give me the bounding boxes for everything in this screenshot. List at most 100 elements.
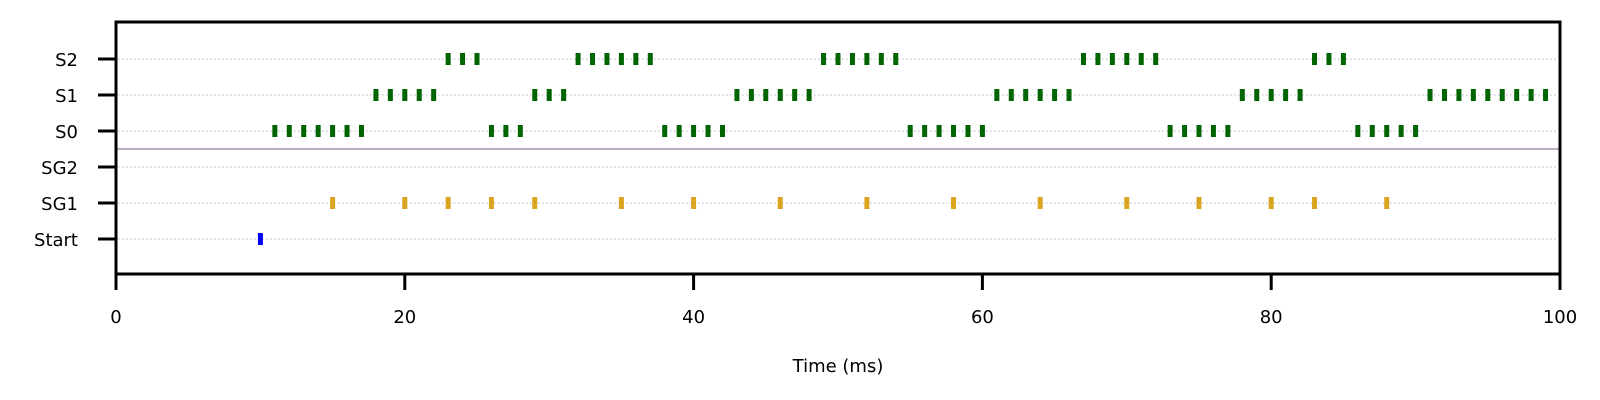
- spike-mark-s2: [618, 53, 624, 65]
- spike-mark-sg1: [330, 197, 336, 209]
- spike-mark-s1: [1297, 89, 1303, 101]
- spike-mark-s0: [1167, 125, 1173, 137]
- spike-mark-s0: [301, 125, 307, 137]
- spike-mark-s0: [330, 125, 336, 137]
- spike-mark-s1: [532, 89, 538, 101]
- spike-mark-s1: [1254, 89, 1260, 101]
- x-tick-label: 20: [393, 307, 416, 328]
- spike-mark-s1: [1470, 89, 1476, 101]
- plot-frame: [114, 20, 1562, 276]
- y-tick-label: S1: [55, 86, 78, 107]
- spike-mark-s2: [474, 53, 480, 65]
- spike-mark-sg1: [1124, 197, 1130, 209]
- spike-mark-s0: [1355, 125, 1361, 137]
- spike-mark-s0: [517, 125, 523, 137]
- spike-mark-s0: [662, 125, 668, 137]
- spike-mark-s1: [546, 89, 552, 101]
- spike-mark-s2: [590, 53, 596, 65]
- spike-mark-sg1: [532, 197, 538, 209]
- spike-mark-s1: [1543, 89, 1549, 101]
- spike-mark-s1: [402, 89, 408, 101]
- spike-mark-s0: [922, 125, 928, 137]
- spike-mark-s2: [849, 53, 855, 65]
- spike-mark-s1: [748, 89, 754, 101]
- spike-mark-s0: [358, 125, 364, 137]
- spike-mark-s1: [431, 89, 437, 101]
- spike-mark-s1: [777, 89, 783, 101]
- spike-mark-s0: [272, 125, 278, 137]
- spike-mark-s2: [575, 53, 581, 65]
- spike-mark-s0: [1182, 125, 1188, 137]
- x-axis-label: Time (ms): [792, 356, 884, 377]
- spike-mark-s2: [460, 53, 466, 65]
- spike-mark-s0: [691, 125, 697, 137]
- spike-mark-s2: [864, 53, 870, 65]
- spike-mark-s1: [1441, 89, 1447, 101]
- spike-mark-start: [257, 233, 263, 245]
- spike-mark-s2: [835, 53, 841, 65]
- spike-mark-s0: [705, 125, 711, 137]
- spike-mark-s1: [416, 89, 422, 101]
- y-tick-label: S2: [55, 50, 78, 71]
- x-tick-label: 40: [682, 307, 705, 328]
- x-axis: 0 20 40 60 80 100: [110, 274, 1577, 328]
- spike-marks: [257, 53, 1549, 245]
- spike-mark-s1: [1456, 89, 1462, 101]
- spike-mark-s2: [647, 53, 653, 65]
- spike-mark-s1: [1066, 89, 1072, 101]
- spike-mark-s0: [1384, 125, 1390, 137]
- spike-mark-s0: [676, 125, 682, 137]
- spike-mark-s1: [734, 89, 740, 101]
- y-axis: S2 S1 S0 SG2 SG1 Start: [34, 50, 116, 251]
- y-tick-label: SG1: [41, 194, 78, 215]
- spike-mark-s2: [821, 53, 827, 65]
- spike-mark-s2: [1340, 53, 1346, 65]
- spike-mark-s1: [763, 89, 769, 101]
- spike-mark-s2: [604, 53, 610, 65]
- y-tick-label: SG2: [41, 158, 78, 179]
- spike-mark-s1: [1023, 89, 1029, 101]
- spike-mark-s1: [373, 89, 379, 101]
- spike-mark-s1: [1514, 89, 1520, 101]
- spike-mark-sg1: [402, 197, 408, 209]
- spike-mark-s0: [1225, 125, 1231, 137]
- x-tick-label: 100: [1543, 307, 1577, 328]
- spike-mark-s2: [1326, 53, 1332, 65]
- spike-mark-s0: [344, 125, 350, 137]
- spike-mark-sg1: [691, 197, 697, 209]
- x-tick-label: 60: [971, 307, 994, 328]
- spike-mark-s1: [1008, 89, 1014, 101]
- grid-lines: [116, 58, 1560, 240]
- spike-mark-s2: [1109, 53, 1115, 65]
- spike-mark-sg1: [951, 197, 957, 209]
- spike-mark-s2: [633, 53, 639, 65]
- spike-mark-s2: [1153, 53, 1159, 65]
- spike-mark-s0: [719, 125, 725, 137]
- spike-mark-s0: [488, 125, 494, 137]
- spike-mark-s0: [503, 125, 509, 137]
- spike-mark-s1: [792, 89, 798, 101]
- spike-mark-s2: [1080, 53, 1086, 65]
- spike-mark-s1: [1239, 89, 1245, 101]
- y-tick-label: Start: [34, 230, 78, 251]
- spike-mark-s2: [445, 53, 451, 65]
- spike-mark-s0: [1196, 125, 1202, 137]
- y-tick-label: S0: [55, 122, 78, 143]
- x-tick-label: 80: [1260, 307, 1283, 328]
- spike-mark-s0: [315, 125, 321, 137]
- spike-mark-sg1: [618, 197, 624, 209]
- spike-mark-sg1: [1037, 197, 1043, 209]
- spike-mark-s0: [1369, 125, 1375, 137]
- spike-mark-s2: [1312, 53, 1318, 65]
- spike-mark-s1: [1283, 89, 1289, 101]
- spike-mark-sg1: [777, 197, 783, 209]
- spike-mark-s1: [806, 89, 812, 101]
- spike-mark-s1: [1499, 89, 1505, 101]
- spike-mark-s1: [1427, 89, 1433, 101]
- spike-mark-sg1: [445, 197, 451, 209]
- spike-mark-s1: [387, 89, 393, 101]
- spike-mark-s0: [907, 125, 913, 137]
- spike-mark-s2: [1124, 53, 1130, 65]
- spike-mark-sg1: [488, 197, 494, 209]
